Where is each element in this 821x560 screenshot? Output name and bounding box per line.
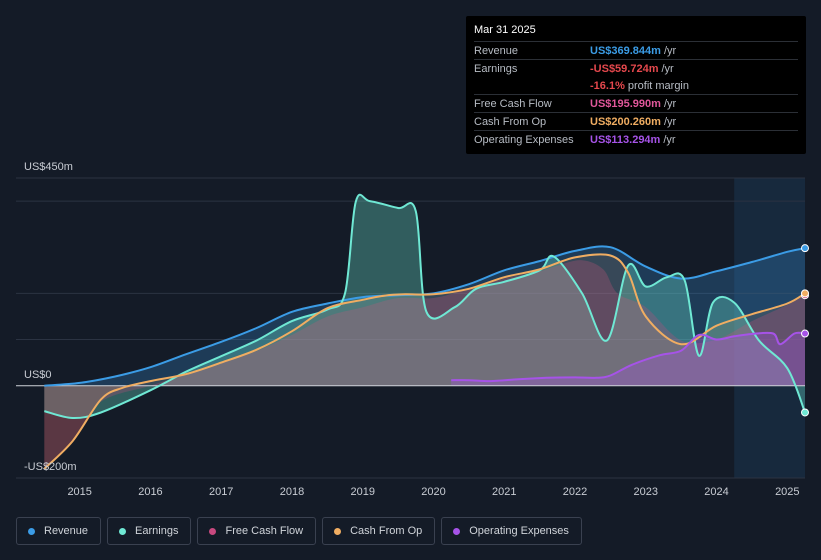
tooltip-label: Free Cash Flow — [474, 97, 552, 110]
series-endpoints — [801, 244, 809, 417]
legend-item-free-cash-flow[interactable]: Free Cash Flow — [197, 517, 317, 545]
line-cash-from-op — [43, 253, 806, 470]
line-earnings — [44, 193, 806, 420]
legend-label: Free Cash Flow — [225, 525, 304, 537]
tooltip-value: US$195.990m — [590, 97, 661, 110]
tooltip-unit: /yr — [663, 97, 677, 110]
legend-label: Cash From Op — [350, 525, 423, 537]
tooltip-row-operating-expenses: Operating Expenses US$113.294m /yr — [474, 130, 798, 148]
tooltip-value: -16.1% — [590, 79, 625, 92]
legend-item-operating-expenses[interactable]: Operating Expenses — [441, 517, 582, 545]
tooltip-label: Earnings — [474, 62, 518, 75]
x-tick-label: 2017 — [209, 486, 233, 498]
legend-dot-icon — [119, 527, 127, 535]
x-tick-label: 2016 — [138, 486, 162, 498]
tooltip-row-earnings: Earnings -US$59.724m /yr — [474, 59, 798, 77]
x-tick-label: 2023 — [634, 486, 658, 498]
legend-label: Earnings — [135, 525, 179, 537]
x-tick-label: 2021 — [492, 486, 516, 498]
series-lines — [43, 193, 806, 470]
area-cash-from-op — [44, 254, 806, 469]
y-label-bottom: -US$200m — [24, 461, 77, 473]
tooltip-value: US$113.294m — [590, 133, 661, 146]
legend-dot-icon — [28, 527, 35, 535]
endpoint-earnings — [801, 408, 809, 417]
tooltip-row-revenue: Revenue US$369.844m /yr — [474, 41, 798, 59]
x-tick-label: 2020 — [421, 486, 445, 498]
tooltip-value: US$369.844m — [590, 44, 661, 57]
legend-item-revenue[interactable]: Revenue — [16, 517, 102, 545]
x-tick-label: 2015 — [67, 486, 91, 498]
tooltip-unit: /yr — [663, 44, 677, 57]
x-tick-label: 2025 — [775, 486, 799, 498]
tooltip-row-cash-from-op: Cash From Op US$200.260m /yr — [474, 112, 798, 130]
legend-item-earnings[interactable]: Earnings — [107, 517, 192, 545]
x-tick-label: 2019 — [350, 486, 374, 498]
tooltip-label: Revenue — [474, 44, 519, 57]
x-tick-label: 2018 — [280, 486, 304, 498]
x-tick-label: 2024 — [704, 486, 728, 498]
tooltip-unit: profit margin — [627, 79, 689, 92]
legend-item-cash-from-op[interactable]: Cash From Op — [322, 517, 436, 545]
endpoint-cash-from-op — [801, 289, 809, 298]
tooltip-row-profit-margin: -16.1% profit margin — [474, 77, 798, 94]
x-tick-label: 2022 — [563, 486, 587, 498]
endpoint-operating-expenses — [801, 329, 809, 338]
tooltip-date: Mar 31 2025 — [474, 24, 536, 36]
tooltip-label: Cash From Op — [474, 115, 547, 128]
y-label-top: US$450m — [24, 161, 73, 173]
area-operating-expenses — [451, 332, 805, 386]
legend-label: Operating Expenses — [469, 525, 569, 537]
line-operating-expenses — [451, 331, 806, 383]
y-label-zero: US$0 — [24, 369, 52, 381]
x-axis-ticks: 2015 2016 2017 2018 2019 2020 2021 2022 2023 2024… — [67, 486, 799, 498]
legend-label: Revenue — [44, 525, 89, 537]
tooltip-unit: /yr — [663, 115, 677, 128]
tooltip-value: -US$59.724m — [590, 62, 659, 75]
legend-dot-icon — [209, 527, 217, 535]
legend-dot-icon — [334, 527, 342, 535]
legend: Revenue Earnings Free Cash Flow Cash Fro… — [16, 517, 582, 545]
legend-dot-icon — [453, 527, 461, 535]
tooltip-panel: Mar 31 2025 Revenue US$369.844m /yr Earn… — [466, 16, 806, 154]
tooltip-row-free-cash-flow: Free Cash Flow US$195.990m /yr — [474, 94, 798, 112]
series-areas — [44, 194, 806, 469]
tooltip-value: US$200.260m — [590, 115, 661, 128]
tooltip-label: Operating Expenses — [474, 133, 574, 146]
area-free-cash-flow — [44, 260, 806, 469]
forecast-shade — [734, 178, 805, 478]
tooltip-unit: /yr — [663, 133, 676, 146]
tooltip-unit: /yr — [661, 62, 674, 75]
endpoint-revenue — [801, 244, 809, 253]
